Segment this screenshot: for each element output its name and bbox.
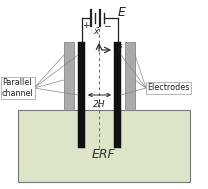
Text: E: E (118, 6, 126, 19)
Text: $\bar{x}$: $\bar{x}$ (93, 26, 101, 37)
Text: 2H: 2H (93, 100, 106, 109)
Text: Parallel
channel: Parallel channel (2, 78, 34, 98)
Bar (78, 42, 85, 148)
Text: Electrodes: Electrodes (147, 84, 189, 92)
Text: ERF: ERF (92, 148, 116, 161)
Bar (64, 42, 74, 110)
Bar (125, 42, 135, 110)
Text: $\bar{y}$: $\bar{y}$ (116, 43, 124, 57)
Bar (114, 42, 121, 148)
Text: +: + (82, 21, 90, 30)
Bar (18, 110, 190, 182)
Text: −: − (103, 21, 111, 30)
